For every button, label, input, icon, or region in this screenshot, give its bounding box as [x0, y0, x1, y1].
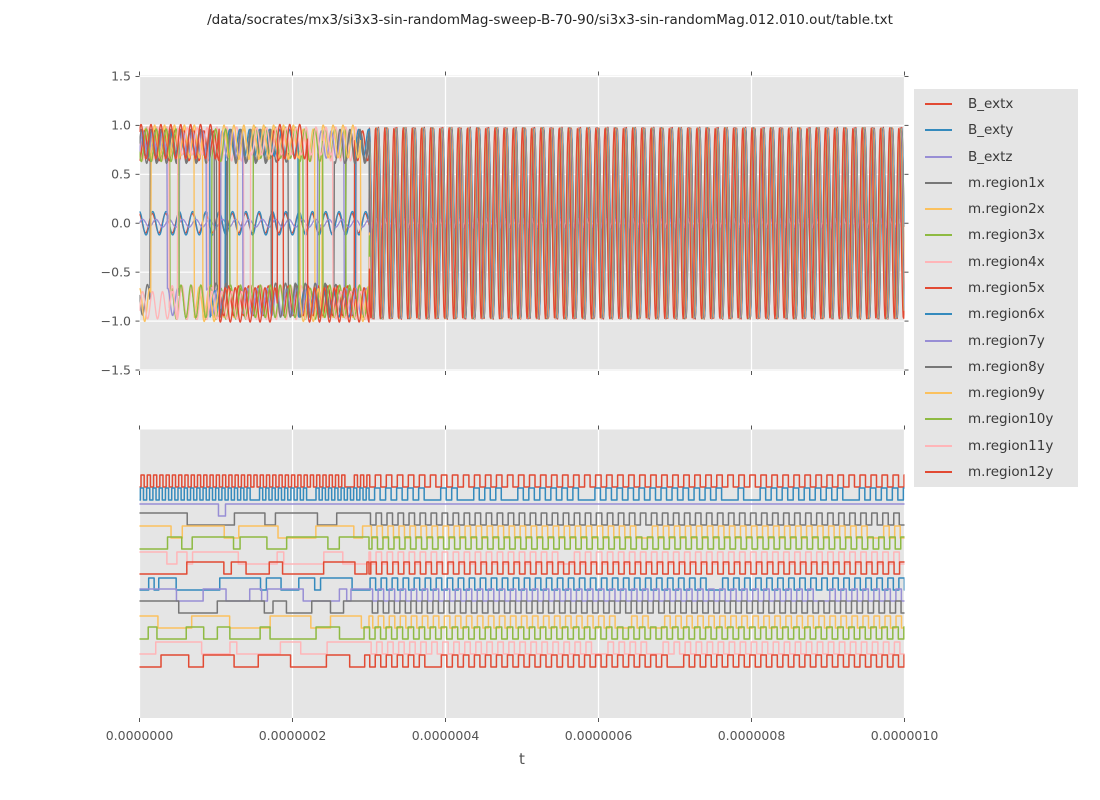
legend-label: m.region3x [968, 227, 1045, 244]
legend-label: B_extz [968, 148, 1013, 165]
y-tick-label: 1.0 [111, 117, 131, 133]
legend-line-swatch [925, 418, 952, 421]
legend: B_extx B_exty B_extz m.region1x m.region2x m.… [914, 89, 1078, 487]
legend-line-swatch [925, 339, 952, 342]
legend-entry: m.region8y [914, 355, 1078, 379]
legend-line-swatch [925, 444, 952, 447]
y-tick-label: −1.5 [100, 362, 131, 378]
legend-entry: m.region11y [914, 434, 1078, 458]
legend-entry: B_extx [914, 92, 1078, 116]
legend-label: m.region7y [968, 332, 1045, 349]
legend-label: m.region5x [968, 279, 1045, 296]
legend-label: m.region6x [968, 306, 1045, 323]
legend-label: m.region9y [968, 385, 1045, 402]
y-tick-label: −0.5 [100, 264, 131, 280]
legend-entry: m.region2x [914, 197, 1078, 221]
x-tick-label: 0.0000006 [564, 728, 633, 743]
legend-line-swatch [925, 208, 952, 211]
x-tick-label: 0.0000002 [258, 728, 327, 743]
legend-label: m.region1x [968, 174, 1045, 191]
legend-line-swatch [925, 260, 952, 263]
legend-line-swatch [925, 155, 952, 158]
y-tick-label: 0.5 [111, 166, 131, 182]
legend-entry: B_extz [914, 145, 1078, 169]
legend-entry: m.region4x [914, 250, 1078, 274]
legend-entry: m.region7y [914, 329, 1078, 353]
legend-entry: m.region5x [914, 276, 1078, 300]
x-tick-label: 0.0000008 [717, 728, 786, 743]
legend-label: m.region11y [968, 437, 1054, 454]
legend-label: m.region12y [968, 463, 1054, 480]
legend-line-swatch [925, 234, 952, 237]
legend-entry: m.region10y [914, 407, 1078, 431]
legend-entry: m.region1x [914, 171, 1078, 195]
legend-line-swatch [925, 286, 952, 289]
y-tick-label: 1.5 [111, 68, 131, 84]
legend-line-swatch [925, 313, 952, 316]
legend-line-swatch [925, 392, 952, 395]
legend-label: m.region8y [968, 358, 1045, 375]
legend-entry: B_exty [914, 118, 1078, 142]
legend-entry: m.region3x [914, 223, 1078, 247]
legend-entry: m.region9y [914, 381, 1078, 405]
legend-label: B_exty [968, 122, 1014, 139]
x-tick-label: 0.0000004 [411, 728, 480, 743]
legend-line-swatch [925, 470, 952, 473]
x-axis-label: t [519, 750, 525, 768]
legend-entry: m.region6x [914, 302, 1078, 326]
legend-line-swatch [925, 365, 952, 368]
x-tick-label: 0.0000010 [870, 728, 939, 743]
legend-label: m.region2x [968, 201, 1045, 218]
y-tick-label: −1.0 [100, 313, 131, 329]
legend-entry: m.region12y [914, 460, 1078, 484]
legend-line-swatch [925, 181, 952, 184]
x-tick-label: 0.0000000 [105, 728, 174, 743]
legend-line-swatch [925, 129, 952, 132]
legend-label: m.region10y [968, 411, 1054, 428]
legend-line-swatch [925, 103, 952, 106]
legend-label: B_extx [968, 96, 1014, 113]
y-tick-label: 0.0 [111, 215, 131, 231]
legend-label: m.region4x [968, 253, 1045, 270]
